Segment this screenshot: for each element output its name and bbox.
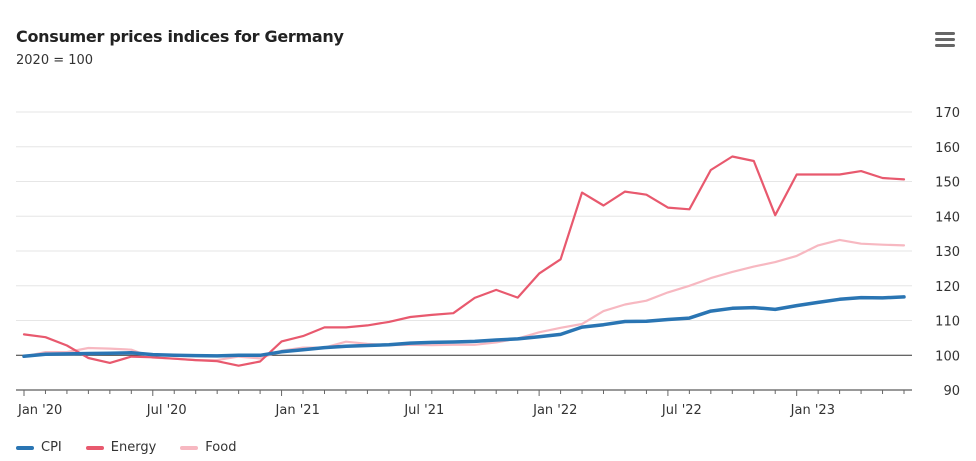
legend-label: Energy <box>110 440 157 455</box>
menu-bar <box>935 38 955 41</box>
x-tick-label: Jan '20 <box>17 403 62 418</box>
y-tick-label: 130 <box>935 245 960 260</box>
series-line-cpi <box>22 295 906 359</box>
y-axis: 90 100 110 120 130 140 150 160 170 <box>935 106 960 399</box>
x-tick-label: Jan '23 <box>790 403 835 418</box>
legend-swatch-cpi <box>16 445 34 450</box>
legend-item-energy[interactable]: Energy <box>85 440 157 455</box>
x-tick-label: Jan '21 <box>275 403 320 418</box>
y-tick-label: 140 <box>935 210 960 225</box>
series-lines <box>22 155 906 367</box>
hamburger-menu-icon[interactable] <box>933 30 957 50</box>
x-tick-label: Jul '20 <box>146 403 187 418</box>
y-tick-label: 90 <box>943 384 960 399</box>
legend: CPI Energy Food <box>16 440 260 455</box>
y-tick-label: 160 <box>935 141 960 156</box>
x-axis: Jan '20 Jul '20 Jan '21 Jul '21 Jan '22 Jul '… <box>16 389 912 418</box>
y-tick-label: 100 <box>935 349 960 364</box>
y-tick-label: 110 <box>935 315 960 330</box>
chart-subtitle: 2020 = 100 <box>16 53 94 68</box>
legend-label: CPI <box>41 440 62 455</box>
legend-swatch-energy <box>85 445 104 450</box>
menu-bar <box>935 32 955 35</box>
series-line-energy <box>22 155 906 367</box>
x-tick-label: Jul '21 <box>403 403 444 418</box>
menu-bar <box>935 44 955 47</box>
legend-swatch-food <box>180 445 199 450</box>
legend-label: Food <box>205 440 237 455</box>
y-tick-label: 170 <box>935 106 960 121</box>
x-tick-label: Jul '22 <box>661 403 702 418</box>
grid-lines <box>16 111 912 356</box>
legend-item-cpi[interactable]: CPI <box>16 440 62 455</box>
x-tick-label: Jan '22 <box>532 403 577 418</box>
y-tick-label: 150 <box>935 176 960 191</box>
y-tick-label: 120 <box>935 280 960 295</box>
chart-title: Consumer prices indices for Germany <box>16 27 344 46</box>
legend-item-food[interactable]: Food <box>180 440 236 455</box>
